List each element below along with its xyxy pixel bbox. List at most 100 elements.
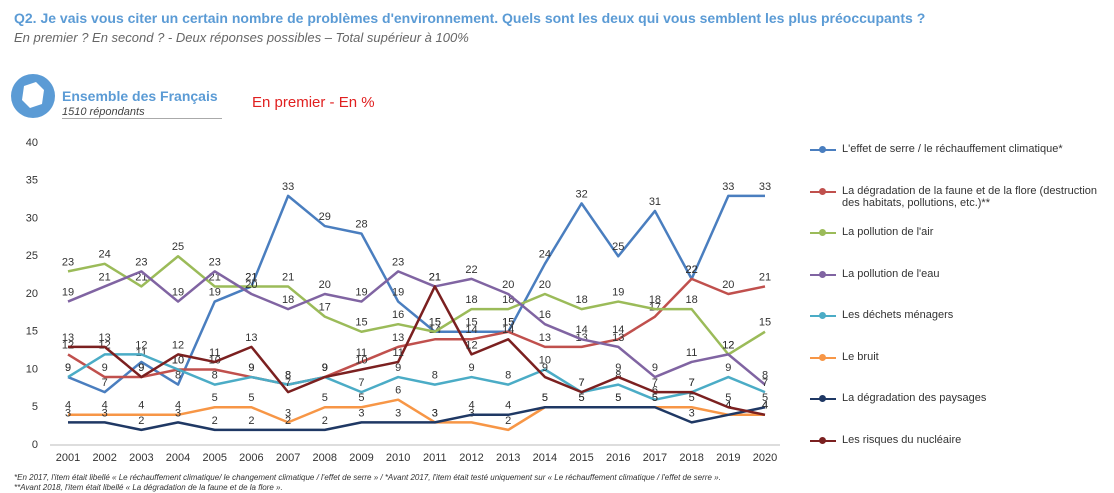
x-tick-label: 2009 bbox=[349, 452, 373, 464]
data-label: 9 bbox=[468, 362, 474, 374]
series-line bbox=[67, 255, 766, 356]
data-label: 14 bbox=[612, 324, 624, 336]
data-label: 2 bbox=[505, 415, 511, 427]
data-label: 18 bbox=[282, 294, 294, 306]
data-label: 4 bbox=[102, 400, 108, 412]
data-label: 9 bbox=[65, 362, 71, 374]
data-label: 15 bbox=[502, 317, 514, 329]
x-tick-label: 2016 bbox=[606, 452, 630, 464]
data-label: 19 bbox=[172, 286, 184, 298]
data-label: 21 bbox=[99, 271, 111, 283]
x-tick-label: 2003 bbox=[129, 452, 153, 464]
data-label: 8 bbox=[615, 370, 621, 382]
data-label: 15 bbox=[502, 317, 514, 329]
data-label: 33 bbox=[722, 181, 734, 193]
data-label: 2 bbox=[322, 415, 328, 427]
data-label: 5 bbox=[358, 392, 364, 404]
data-label: 5 bbox=[762, 392, 768, 404]
legend-swatch bbox=[810, 395, 836, 402]
data-label: 15 bbox=[465, 317, 477, 329]
data-label: 15 bbox=[429, 317, 441, 329]
data-label: 5 bbox=[652, 392, 658, 404]
data-label: 9 bbox=[615, 362, 621, 374]
data-label: 6 bbox=[395, 385, 401, 397]
x-tick-label: 2006 bbox=[239, 452, 263, 464]
data-label: 8 bbox=[285, 370, 291, 382]
data-label: 12 bbox=[722, 339, 734, 351]
series-line bbox=[68, 406, 766, 432]
logo-map bbox=[22, 82, 44, 108]
x-tick-label: 2001 bbox=[56, 452, 80, 464]
legend-swatch bbox=[810, 312, 836, 319]
data-label: 2 bbox=[248, 415, 254, 427]
subtitle: En premier ? En second ? - Deux réponses… bbox=[14, 30, 469, 45]
data-label: 18 bbox=[575, 294, 587, 306]
data-label: 20 bbox=[502, 279, 514, 291]
data-label: 21 bbox=[282, 271, 294, 283]
x-tick-label: 2015 bbox=[569, 452, 593, 464]
data-label: 11 bbox=[136, 347, 147, 359]
data-label: 16 bbox=[539, 309, 551, 321]
legend-label: La pollution de l'air bbox=[842, 226, 934, 238]
data-label: 13 bbox=[392, 332, 404, 344]
legend-swatch bbox=[810, 229, 836, 236]
data-label: 23 bbox=[135, 256, 147, 268]
data-label: 13 bbox=[539, 332, 551, 344]
data-label: 7 bbox=[285, 377, 291, 389]
data-label: 31 bbox=[649, 196, 661, 208]
data-label: 14 bbox=[429, 324, 441, 336]
x-tick-label: 2004 bbox=[166, 452, 190, 464]
data-label: 3 bbox=[468, 407, 474, 419]
data-label: 12 bbox=[62, 339, 74, 351]
legend-label: L'effet de serre / le réchauffement clim… bbox=[842, 143, 1063, 155]
data-label: 19 bbox=[355, 286, 367, 298]
data-label: 5 bbox=[725, 392, 731, 404]
data-label: 5 bbox=[615, 392, 621, 404]
legend-label: La pollution de l'eau bbox=[842, 267, 940, 280]
legend-item: La pollution de l'eau bbox=[810, 268, 1110, 280]
data-label: 28 bbox=[355, 219, 367, 231]
data-label: 25 bbox=[172, 241, 184, 253]
data-label: 21 bbox=[759, 271, 771, 283]
data-label: 8 bbox=[175, 370, 181, 382]
data-label: 5 bbox=[579, 392, 585, 404]
legend-label: Les risques du nucléaire bbox=[842, 433, 962, 446]
data-label: 9 bbox=[322, 362, 328, 374]
data-label: 11 bbox=[209, 347, 220, 359]
data-label: 7 bbox=[689, 377, 695, 389]
x-tick-label: 2002 bbox=[92, 452, 116, 464]
data-label: 9 bbox=[138, 362, 144, 374]
data-label: 3 bbox=[432, 407, 438, 419]
panel-title: Ensemble des Français bbox=[62, 88, 218, 104]
x-tick-label: 2011 bbox=[423, 452, 447, 464]
data-label: 15 bbox=[759, 317, 771, 329]
data-label: 5 bbox=[615, 392, 621, 404]
data-label: 4 bbox=[175, 400, 181, 412]
series-line bbox=[68, 285, 766, 417]
data-label: 33 bbox=[282, 181, 294, 193]
data-label: 14 bbox=[465, 324, 477, 336]
data-label: 13 bbox=[62, 332, 74, 344]
data-label: 13 bbox=[99, 332, 111, 344]
x-tick-label: 2008 bbox=[313, 452, 337, 464]
data-label: 23 bbox=[392, 256, 404, 268]
legend-item: L'effet de serre / le réchauffement clim… bbox=[810, 143, 1110, 155]
data-label: 2 bbox=[212, 415, 218, 427]
data-label: 3 bbox=[432, 407, 438, 419]
x-tick-label: 2005 bbox=[202, 452, 226, 464]
x-tick-label: 2020 bbox=[753, 452, 777, 464]
x-tick-label: 2010 bbox=[386, 452, 410, 464]
data-label: 3 bbox=[358, 407, 364, 419]
data-label: 3 bbox=[65, 407, 71, 419]
data-label: 9 bbox=[322, 362, 328, 374]
data-label: 2 bbox=[138, 415, 144, 427]
x-tick-label: 2013 bbox=[496, 452, 520, 464]
data-label: 7 bbox=[689, 377, 695, 389]
data-label: 5 bbox=[579, 392, 585, 404]
data-label: 3 bbox=[689, 407, 695, 419]
data-label: 4 bbox=[505, 400, 511, 412]
legend-swatch bbox=[810, 187, 836, 195]
y-tick-label: 20 bbox=[26, 288, 38, 300]
data-label: 16 bbox=[392, 309, 404, 321]
